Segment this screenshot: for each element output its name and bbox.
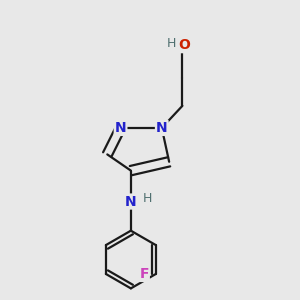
Text: H: H [167,37,176,50]
Text: H: H [142,192,152,205]
Text: F: F [139,267,149,281]
Text: O: O [178,38,190,52]
Text: N: N [115,121,126,135]
Text: N: N [125,194,137,208]
Text: N: N [156,121,168,135]
